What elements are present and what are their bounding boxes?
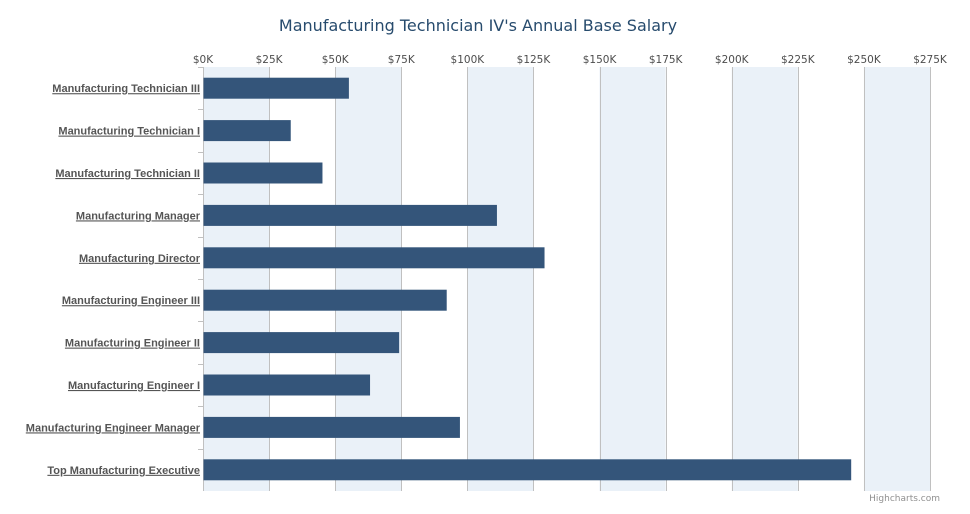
bar[interactable]: [203, 416, 460, 438]
category-label[interactable]: Manufacturing Technician I: [58, 126, 200, 138]
credits-link[interactable]: Highcharts.com: [869, 494, 940, 504]
category-label[interactable]: Manufacturing Director: [79, 253, 201, 265]
bar[interactable]: [203, 247, 545, 269]
category-label[interactable]: Manufacturing Engineer II: [65, 338, 200, 350]
x-tick-label: $200K: [715, 54, 750, 66]
x-tick-label: $0K: [193, 54, 214, 66]
category-label[interactable]: Manufacturing Engineer I: [68, 380, 200, 392]
x-axis-tick-labels: $0K $25K $50K $75K $100K $125K $150K $175K $200K…: [193, 54, 948, 66]
bar[interactable]: [203, 204, 497, 226]
alternate-bands: [203, 67, 930, 491]
bar-series: [203, 77, 852, 481]
category-label[interactable]: Manufacturing Engineer III: [62, 295, 200, 307]
category-label[interactable]: Manufacturing Engineer Manager: [26, 422, 201, 434]
category-label[interactable]: Manufacturing Technician II: [55, 168, 200, 180]
plot-band: [731, 67, 798, 491]
x-tick-label: $25K: [256, 54, 284, 66]
x-tick-label: $175K: [649, 54, 684, 66]
category-label[interactable]: Manufacturing Manager: [76, 210, 201, 222]
x-tick-label: $250K: [847, 54, 882, 66]
plot-band: [467, 67, 534, 491]
x-tick-label: $75K: [388, 54, 416, 66]
x-tick-label: $50K: [322, 54, 350, 66]
bar[interactable]: [203, 332, 400, 354]
bar[interactable]: [203, 289, 447, 311]
category-label[interactable]: Top Manufacturing Executive: [47, 465, 200, 477]
bar[interactable]: [203, 374, 371, 396]
x-tick-label: $125K: [517, 54, 552, 66]
x-tick-label: $225K: [781, 54, 816, 66]
bar[interactable]: [203, 162, 323, 184]
category-axis-labels: Manufacturing Technician III Manufacturin…: [26, 83, 201, 477]
x-tick-label: $100K: [451, 54, 486, 66]
bar[interactable]: [203, 459, 852, 481]
plot-band: [863, 67, 930, 491]
chart-title: Manufacturing Technician IV's Annual Bas…: [279, 16, 677, 35]
plot-band: [599, 67, 666, 491]
x-tick-label: $275K: [913, 54, 948, 66]
x-tick-label: $150K: [583, 54, 618, 66]
bar[interactable]: [203, 77, 349, 99]
bar[interactable]: [203, 120, 291, 142]
category-label[interactable]: Manufacturing Technician III: [52, 83, 200, 95]
